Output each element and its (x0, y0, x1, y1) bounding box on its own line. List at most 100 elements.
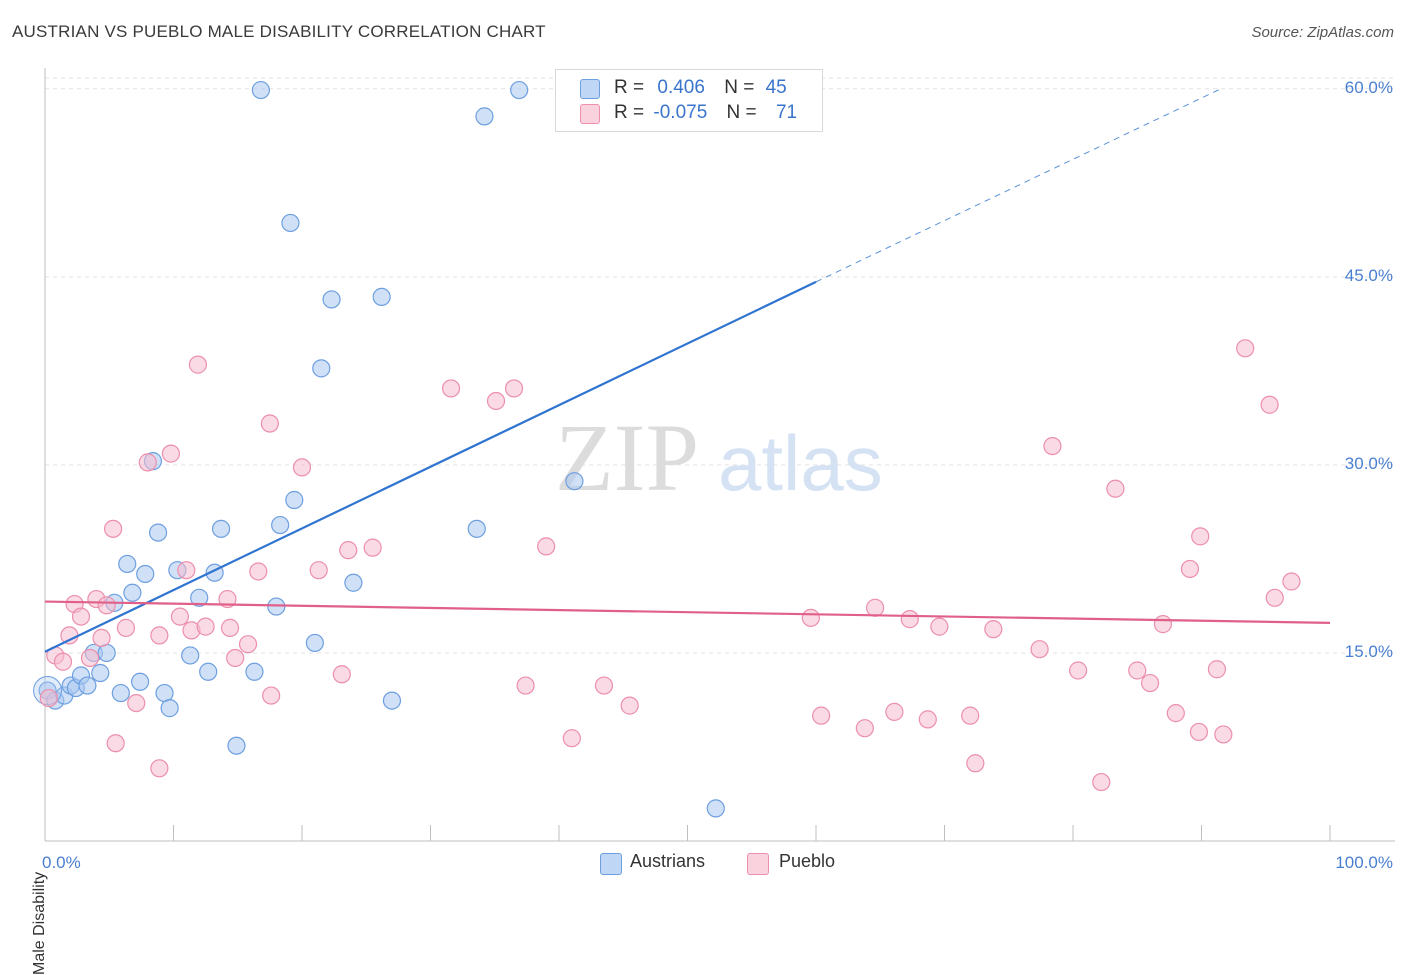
austrians-point-36 (344, 573, 363, 592)
pueblo-point-15 (150, 626, 169, 645)
pueblo-point-31 (309, 561, 328, 580)
legend-n-value-austrians: 45 (765, 77, 787, 98)
y-tick-label-2: 45.0% (1344, 265, 1393, 285)
pueblo-point-17 (161, 444, 181, 463)
pueblo-point-26 (238, 635, 258, 654)
austrians-point-27 (245, 662, 264, 681)
pueblo-point-54 (1030, 640, 1049, 659)
austrians-point-23 (199, 662, 218, 681)
bottom-legend-austrians: Austrians (600, 851, 705, 875)
pueblo-point-25 (226, 648, 245, 668)
austrians-point-18 (155, 683, 174, 703)
legend-swatch-pueblo (580, 104, 600, 124)
legend-n-value-pueblo: 71 (775, 102, 798, 123)
pueblo-point-45 (855, 719, 874, 738)
austrians-point-38 (382, 691, 402, 710)
pueblo-point-6 (80, 648, 100, 668)
austrians-point-13 (123, 583, 142, 602)
pueblo-point-50 (930, 617, 949, 636)
pueblo-point-48 (900, 610, 919, 629)
pueblo-point-40 (562, 729, 581, 748)
austrians-point-9 (97, 643, 116, 663)
pueblo-point-67 (1214, 725, 1233, 744)
pueblo-point-64 (1189, 722, 1209, 742)
pueblo-point-5 (71, 607, 91, 626)
x-tick-label-min: 0.0% (42, 853, 81, 872)
pueblo-point-37 (504, 379, 524, 398)
austrians-point-22 (190, 588, 209, 607)
pueblo-point-24 (220, 618, 240, 637)
pueblo-points (39, 339, 1301, 792)
pueblo-point-21 (188, 355, 208, 374)
pueblo-point-12 (116, 618, 136, 637)
pueblo-point-62 (1166, 704, 1185, 723)
watermark-atlas: atlas (718, 419, 883, 507)
pueblo-point-33 (339, 541, 358, 560)
austrians-point-26 (227, 736, 246, 755)
pueblo-point-66 (1207, 660, 1227, 679)
pueblo-point-13 (127, 693, 146, 713)
pueblo-point-46 (866, 598, 885, 617)
pueblo-point-55 (1043, 436, 1062, 456)
trend-lines (44, 88, 1331, 653)
pueblo-point-56 (1069, 661, 1088, 680)
pueblo-point-14 (138, 453, 157, 472)
austrians-point-40 (467, 519, 486, 538)
source-label: Source: ZipAtlas.com (1251, 24, 1394, 41)
bottom-legend-label-pueblo: Pueblo (779, 851, 836, 871)
austrians-point-6 (78, 676, 97, 695)
pueblo-point-68 (1236, 339, 1255, 358)
pueblo-point-3 (60, 626, 79, 645)
legend-r-label: R = (614, 77, 645, 98)
pueblo-point-27 (249, 562, 268, 581)
austrians-point-25 (211, 519, 231, 538)
austrians-point-12 (118, 554, 137, 574)
legend-r-label: R = (614, 102, 645, 123)
pueblo-point-59 (1128, 661, 1147, 680)
pueblo-point-69 (1260, 395, 1279, 414)
pueblo-point-0 (39, 688, 58, 708)
austrians-point-33 (305, 633, 324, 653)
legend-n-label: N = (726, 102, 757, 123)
pueblo-point-61 (1153, 615, 1173, 634)
legend-swatch-austrians (580, 79, 600, 99)
austrians-point-32 (285, 490, 304, 510)
pueblo-point-44 (812, 706, 831, 725)
x-tick-label-max: 100.0% (1335, 853, 1393, 872)
pueblo-point-49 (918, 710, 937, 729)
austrians-point-17 (148, 523, 168, 542)
pueblo-point-32 (332, 665, 351, 684)
scatter-plot: ZIP atlas (33, 68, 1395, 842)
pueblo-point-16 (150, 759, 169, 778)
pueblo-point-70 (1265, 588, 1284, 607)
pueblo-point-57 (1092, 772, 1111, 792)
watermark-zip: ZIP (555, 404, 699, 511)
pueblo-point-63 (1180, 559, 1200, 579)
chart-title: AUSTRIAN VS PUEBLO MALE DISABILITY CORRE… (12, 22, 546, 41)
austrians-point-34 (312, 359, 331, 378)
pueblo-point-65 (1191, 527, 1210, 546)
y-tick-label-1: 30.0% (1344, 453, 1393, 473)
pueblo-point-60 (1140, 673, 1160, 693)
austrians-point-35 (322, 290, 341, 309)
austrians-point-15 (136, 564, 155, 584)
legend-n-label: N = (724, 77, 755, 98)
pueblo-point-58 (1106, 479, 1125, 498)
pueblo-point-19 (177, 561, 196, 580)
pueblo-point-38 (516, 676, 535, 695)
pueblo-trend-line (44, 600, 1331, 624)
legend-box: R = 0.406 N = 45 R = -0.075 N = 71 (555, 69, 823, 132)
bottom-legend-pueblo: Pueblo (747, 851, 836, 875)
pueblo-point-41 (594, 676, 614, 695)
y-tick-label-3: 60.0% (1344, 77, 1393, 97)
pueblo-point-2 (53, 652, 73, 671)
pueblo-point-47 (885, 702, 904, 721)
pueblo-point-39 (537, 537, 556, 556)
pueblo-point-18 (170, 607, 190, 626)
austrians-point-8 (91, 663, 110, 683)
pueblo-point-10 (106, 734, 125, 753)
austrians-point-21 (181, 646, 200, 665)
pueblo-point-28 (260, 414, 279, 433)
bottom-legend-swatch-austrians (600, 853, 622, 875)
austrians-point-41 (510, 80, 529, 100)
